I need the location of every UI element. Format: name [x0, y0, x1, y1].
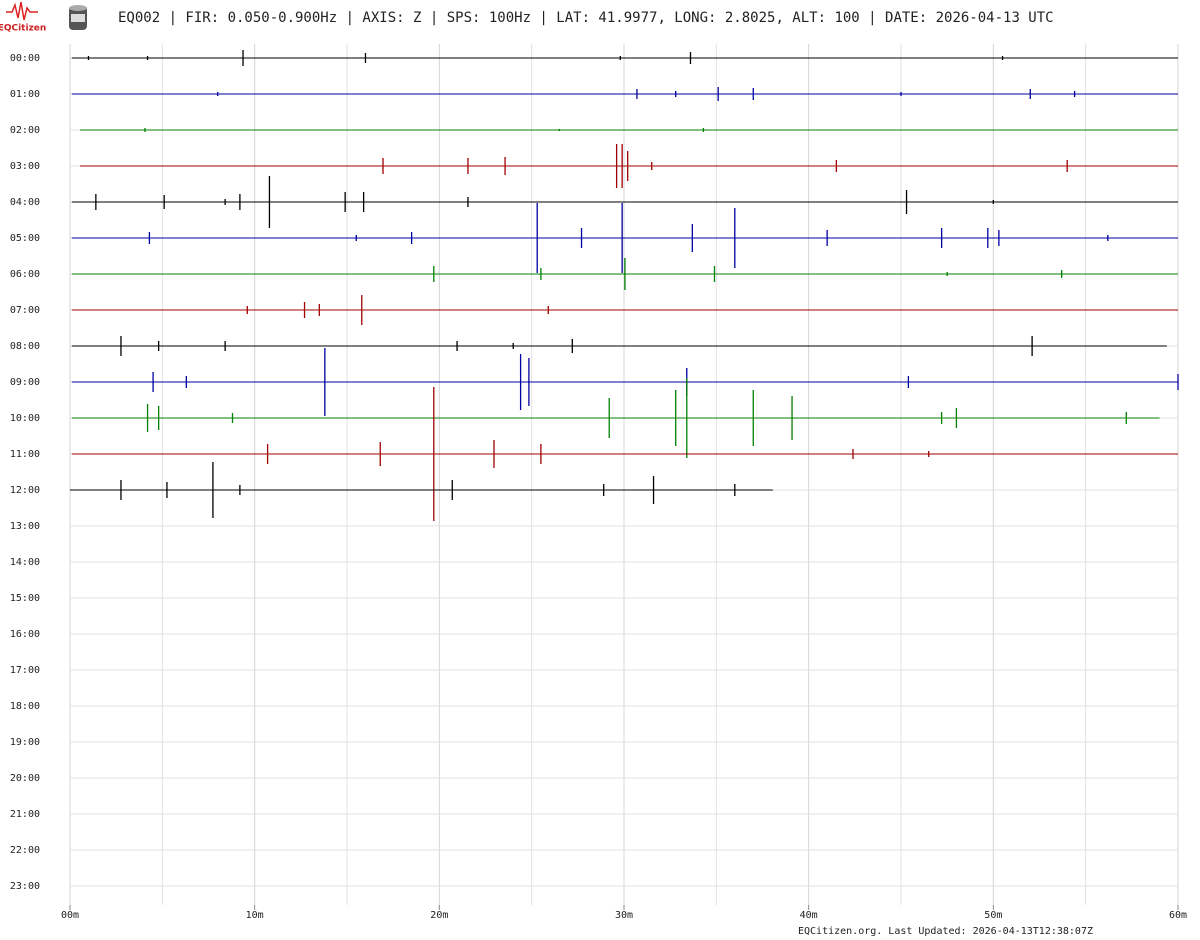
y-tick-label: 18:00: [10, 701, 40, 712]
y-tick-label: 05:00: [10, 233, 40, 244]
sensor-icon: [69, 5, 87, 30]
x-tick-label: 30m: [615, 910, 633, 921]
y-tick-label: 02:00: [10, 125, 40, 136]
x-tick-label: 60m: [1169, 910, 1187, 921]
y-tick-label: 01:00: [10, 89, 40, 100]
x-tick-label: 00m: [61, 910, 79, 921]
y-tick-label: 09:00: [10, 377, 40, 388]
y-tick-label: 13:00: [10, 521, 40, 532]
y-tick-label: 00:00: [10, 53, 40, 64]
y-tick-label: 15:00: [10, 593, 40, 604]
x-tick-label: 40m: [800, 910, 818, 921]
y-tick-label: 23:00: [10, 881, 40, 892]
y-tick-label: 04:00: [10, 197, 40, 208]
y-tick-label: 10:00: [10, 413, 40, 424]
y-tick-label: 07:00: [10, 305, 40, 316]
chart-title: EQ002 | FIR: 0.050-0.900Hz | AXIS: Z | S…: [118, 10, 1054, 26]
x-tick-label: 50m: [984, 910, 1002, 921]
y-tick-label: 16:00: [10, 629, 40, 640]
x-tick-label: 10m: [246, 910, 264, 921]
y-tick-label: 03:00: [10, 161, 40, 172]
y-tick-label: 14:00: [10, 557, 40, 568]
y-tick-label: 11:00: [10, 449, 40, 460]
y-tick-label: 06:00: [10, 269, 40, 280]
y-tick-label: 08:00: [10, 341, 40, 352]
y-tick-label: 12:00: [10, 485, 40, 496]
y-tick-label: 22:00: [10, 845, 40, 856]
footer: EQCitizen.org. Last Updated: 2026-04-13T…: [798, 926, 1093, 937]
logo-text: EQCitizen: [0, 24, 46, 34]
logo: EQCitizen: [0, 1, 46, 34]
y-tick-label: 21:00: [10, 809, 40, 820]
x-tick-label: 20m: [430, 910, 448, 921]
y-tick-label: 19:00: [10, 737, 40, 748]
y-tick-label: 17:00: [10, 665, 40, 676]
y-tick-label: 20:00: [10, 773, 40, 784]
